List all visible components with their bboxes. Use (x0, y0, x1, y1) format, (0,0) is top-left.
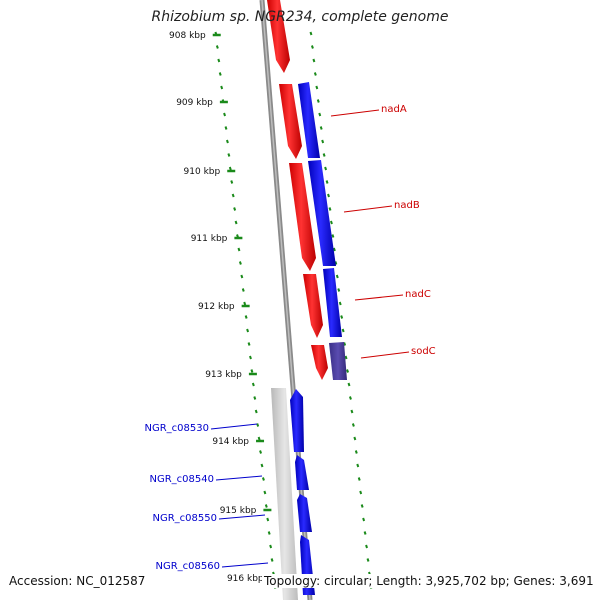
tick-label: 911 kbp (191, 234, 228, 244)
feature-track (267, 0, 347, 600)
gene-leader-line (354, 294, 404, 301)
gene-label-NGR_c08550[interactable]: NGR_c08550 (153, 513, 218, 524)
gene-leader-line (215, 475, 263, 481)
gene-label-NGR_c08530[interactable]: NGR_c08530 (145, 423, 210, 434)
gene-feature-NGR_c08550[interactable] (297, 494, 312, 532)
gene-feature-grey[interactable] (271, 388, 298, 600)
gene-leader-line (218, 514, 266, 520)
tick-label: 909 kbp (176, 98, 213, 108)
gene-feature-nadA[interactable] (298, 82, 320, 158)
gene-leader-line (360, 351, 410, 359)
gene-feature-red-a[interactable] (279, 84, 302, 159)
gene-feature-red-c[interactable] (303, 274, 323, 338)
tick-label: 908 kbp (169, 31, 206, 41)
gene-label-NGR_c08540[interactable]: NGR_c08540 (150, 474, 215, 485)
gene-leader-line (330, 109, 380, 117)
gene-label-nadC[interactable]: nadC (405, 289, 431, 300)
genome-title: Rhizobium sp. NGR234, complete genome (151, 9, 449, 25)
tick-label: 914 kbp (212, 437, 249, 447)
gene-label-nadA[interactable]: nadA (381, 104, 407, 115)
gene-leader-line (221, 562, 269, 568)
gene-label-sodC[interactable]: sodC (411, 346, 436, 357)
gene-labels: nadA nadB nadC sodC NGR_c08530 NGR_c08540 NGR_… (145, 104, 436, 572)
tick-label: 915 kbp (220, 506, 257, 516)
gene-feature-sodC[interactable] (329, 342, 347, 380)
gene-leader-line (210, 423, 258, 430)
gene-label-nadB[interactable]: nadB (394, 200, 420, 211)
tick-label: 912 kbp (198, 302, 235, 312)
tick-track-outer (214, 31, 277, 589)
tick-label: 916 kbp (227, 574, 264, 584)
tick-label: 913 kbp (205, 370, 242, 380)
gene-feature-nadB[interactable] (308, 160, 336, 266)
gene-feature-NGR_c08530[interactable] (290, 389, 304, 452)
gene-feature-red-b[interactable] (289, 163, 316, 271)
accession-text: Accession: NC_012587 (9, 574, 146, 588)
gene-label-NGR_c08560[interactable]: NGR_c08560 (156, 561, 221, 572)
gene-feature-upstream[interactable] (267, 0, 290, 73)
tick-labels: 908 kbp 909 kbp 910 kbp 911 kbp 912 kbp 913 k… (169, 31, 279, 584)
gene-leader-line (343, 205, 393, 213)
genome-summary-text: Topology: circular; Length: 3,925,702 bp… (262, 574, 594, 588)
gene-feature-red-d[interactable] (311, 345, 328, 380)
gene-feature-nadC[interactable] (323, 268, 342, 337)
tick-label: 910 kbp (184, 167, 221, 177)
gene-feature-NGR_c08540[interactable] (295, 455, 309, 490)
